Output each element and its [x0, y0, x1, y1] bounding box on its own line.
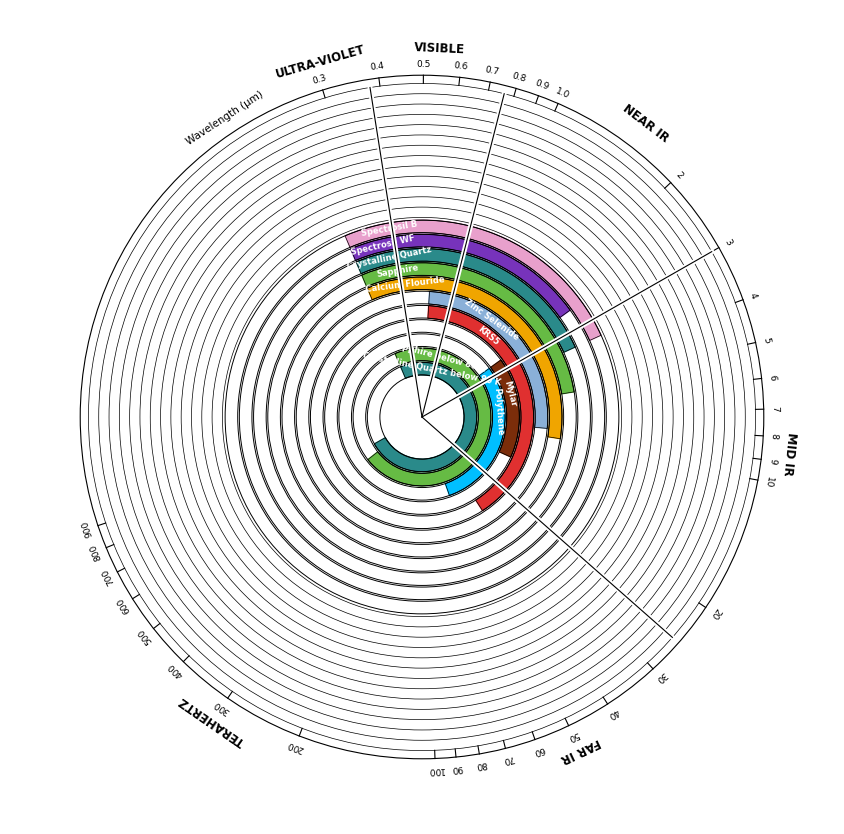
Text: 1.0: 1.0: [554, 87, 571, 100]
Text: Mylar: Mylar: [502, 379, 517, 408]
Circle shape: [311, 305, 533, 529]
Wedge shape: [429, 291, 548, 429]
Wedge shape: [375, 362, 477, 472]
Text: VISIBLE: VISIBLE: [414, 41, 465, 56]
Text: 0.5: 0.5: [416, 60, 430, 69]
Text: KRS5: KRS5: [476, 324, 501, 347]
Text: 300: 300: [212, 699, 231, 716]
Text: 200: 200: [285, 739, 305, 753]
Wedge shape: [490, 360, 519, 457]
Text: 60: 60: [532, 744, 545, 756]
Text: 400: 400: [166, 661, 185, 679]
Text: 500: 500: [136, 626, 154, 645]
Text: Sapphire below 80 K: Sapphire below 80 K: [390, 339, 487, 374]
Text: 90: 90: [451, 763, 463, 773]
Text: 700: 700: [100, 567, 116, 586]
Wedge shape: [368, 348, 491, 486]
Text: FAR IR: FAR IR: [559, 736, 603, 766]
Text: 0.9: 0.9: [534, 78, 550, 92]
Wedge shape: [367, 277, 562, 439]
Text: 2: 2: [674, 170, 684, 180]
Text: 70: 70: [501, 753, 515, 765]
Text: 5: 5: [761, 336, 771, 344]
Circle shape: [253, 249, 591, 585]
Text: Crystalline Quartz below 80 K: Crystalline Quartz below 80 K: [361, 351, 501, 388]
Text: Zinc Selenide: Zinc Selenide: [463, 298, 520, 342]
Text: ULTRA-VIOLET: ULTRA-VIOLET: [274, 43, 366, 81]
Text: 7: 7: [770, 406, 779, 412]
Circle shape: [353, 348, 491, 486]
Wedge shape: [446, 369, 505, 495]
Text: 6: 6: [768, 374, 777, 380]
Text: Spectrosil WF: Spectrosil WF: [349, 234, 415, 257]
Circle shape: [240, 234, 604, 600]
Text: 3: 3: [723, 238, 733, 247]
Text: 600: 600: [115, 595, 132, 615]
Circle shape: [268, 263, 576, 571]
Wedge shape: [362, 263, 574, 394]
Text: Wavelength (μm): Wavelength (μm): [185, 89, 266, 147]
Text: Crystalline Quartz: Crystalline Quartz: [347, 245, 433, 271]
Text: Polythene: Polythene: [493, 388, 505, 436]
Wedge shape: [356, 249, 576, 352]
Text: 4: 4: [748, 292, 759, 300]
Wedge shape: [350, 234, 570, 318]
Text: 800: 800: [89, 542, 104, 561]
Wedge shape: [345, 220, 601, 340]
Text: TERAHERTZ: TERAHERTZ: [176, 693, 248, 748]
Text: 0.4: 0.4: [370, 62, 385, 73]
Text: 900: 900: [80, 520, 95, 539]
Text: 0.6: 0.6: [453, 61, 468, 72]
Text: 9: 9: [767, 457, 776, 464]
Text: 40: 40: [606, 706, 620, 720]
Text: 20: 20: [708, 606, 722, 620]
Wedge shape: [428, 305, 533, 510]
Text: 50: 50: [566, 729, 581, 742]
Text: 80: 80: [474, 759, 488, 770]
Text: Calcium Flouride: Calcium Flouride: [365, 275, 446, 294]
Circle shape: [282, 277, 562, 557]
Text: NEAR IR: NEAR IR: [620, 102, 671, 145]
Text: MID IR: MID IR: [781, 432, 798, 477]
Circle shape: [325, 319, 519, 515]
Text: Sapphire: Sapphire: [376, 264, 419, 279]
Circle shape: [339, 334, 505, 500]
Text: 0.7: 0.7: [484, 66, 500, 78]
Text: 100: 100: [426, 765, 444, 774]
Circle shape: [296, 291, 548, 543]
Text: 0.8: 0.8: [511, 72, 528, 84]
Text: Spectrosil B: Spectrosil B: [361, 220, 419, 239]
Text: 30: 30: [653, 670, 668, 684]
Circle shape: [367, 362, 477, 472]
Text: 0.3: 0.3: [311, 73, 327, 86]
Text: 8: 8: [770, 434, 779, 440]
Text: 10: 10: [763, 475, 774, 489]
Circle shape: [225, 220, 619, 614]
